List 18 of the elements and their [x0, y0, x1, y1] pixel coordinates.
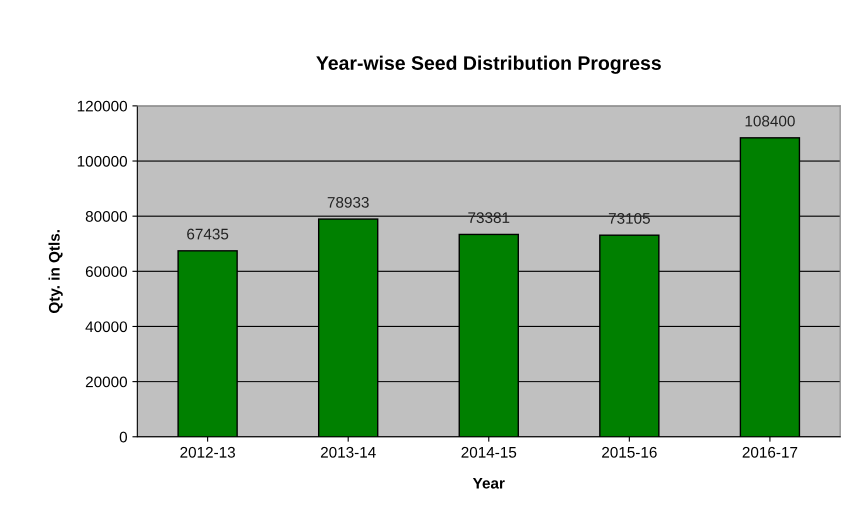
y-tick-label: 60000	[86, 266, 128, 278]
x-tick-label: 2012-13	[180, 446, 235, 458]
x-tick-label: 2013-14	[320, 446, 376, 458]
data-label: 67435	[187, 228, 228, 240]
x-tick-label: 2015-16	[602, 446, 657, 458]
data-label: 78933	[328, 196, 369, 208]
y-tick-label: 20000	[86, 376, 128, 388]
chart-title: Year-wise Seed Distribution Progress	[316, 56, 661, 74]
x-axis-title: Year	[472, 478, 505, 489]
x-tick-label: 2016-17	[742, 446, 798, 458]
y-tick-label: 40000	[85, 321, 128, 332]
y-axis-title: Qty. in Qtls.	[48, 230, 63, 313]
y-tick-label: 120000	[78, 100, 128, 112]
x-tick-label: 2014-15	[462, 446, 516, 458]
data-label: 108400	[746, 116, 795, 126]
y-tick-label: 100000	[78, 156, 128, 167]
y-tick-label: 0	[120, 432, 128, 442]
y-tick-label: 80000	[86, 211, 128, 222]
